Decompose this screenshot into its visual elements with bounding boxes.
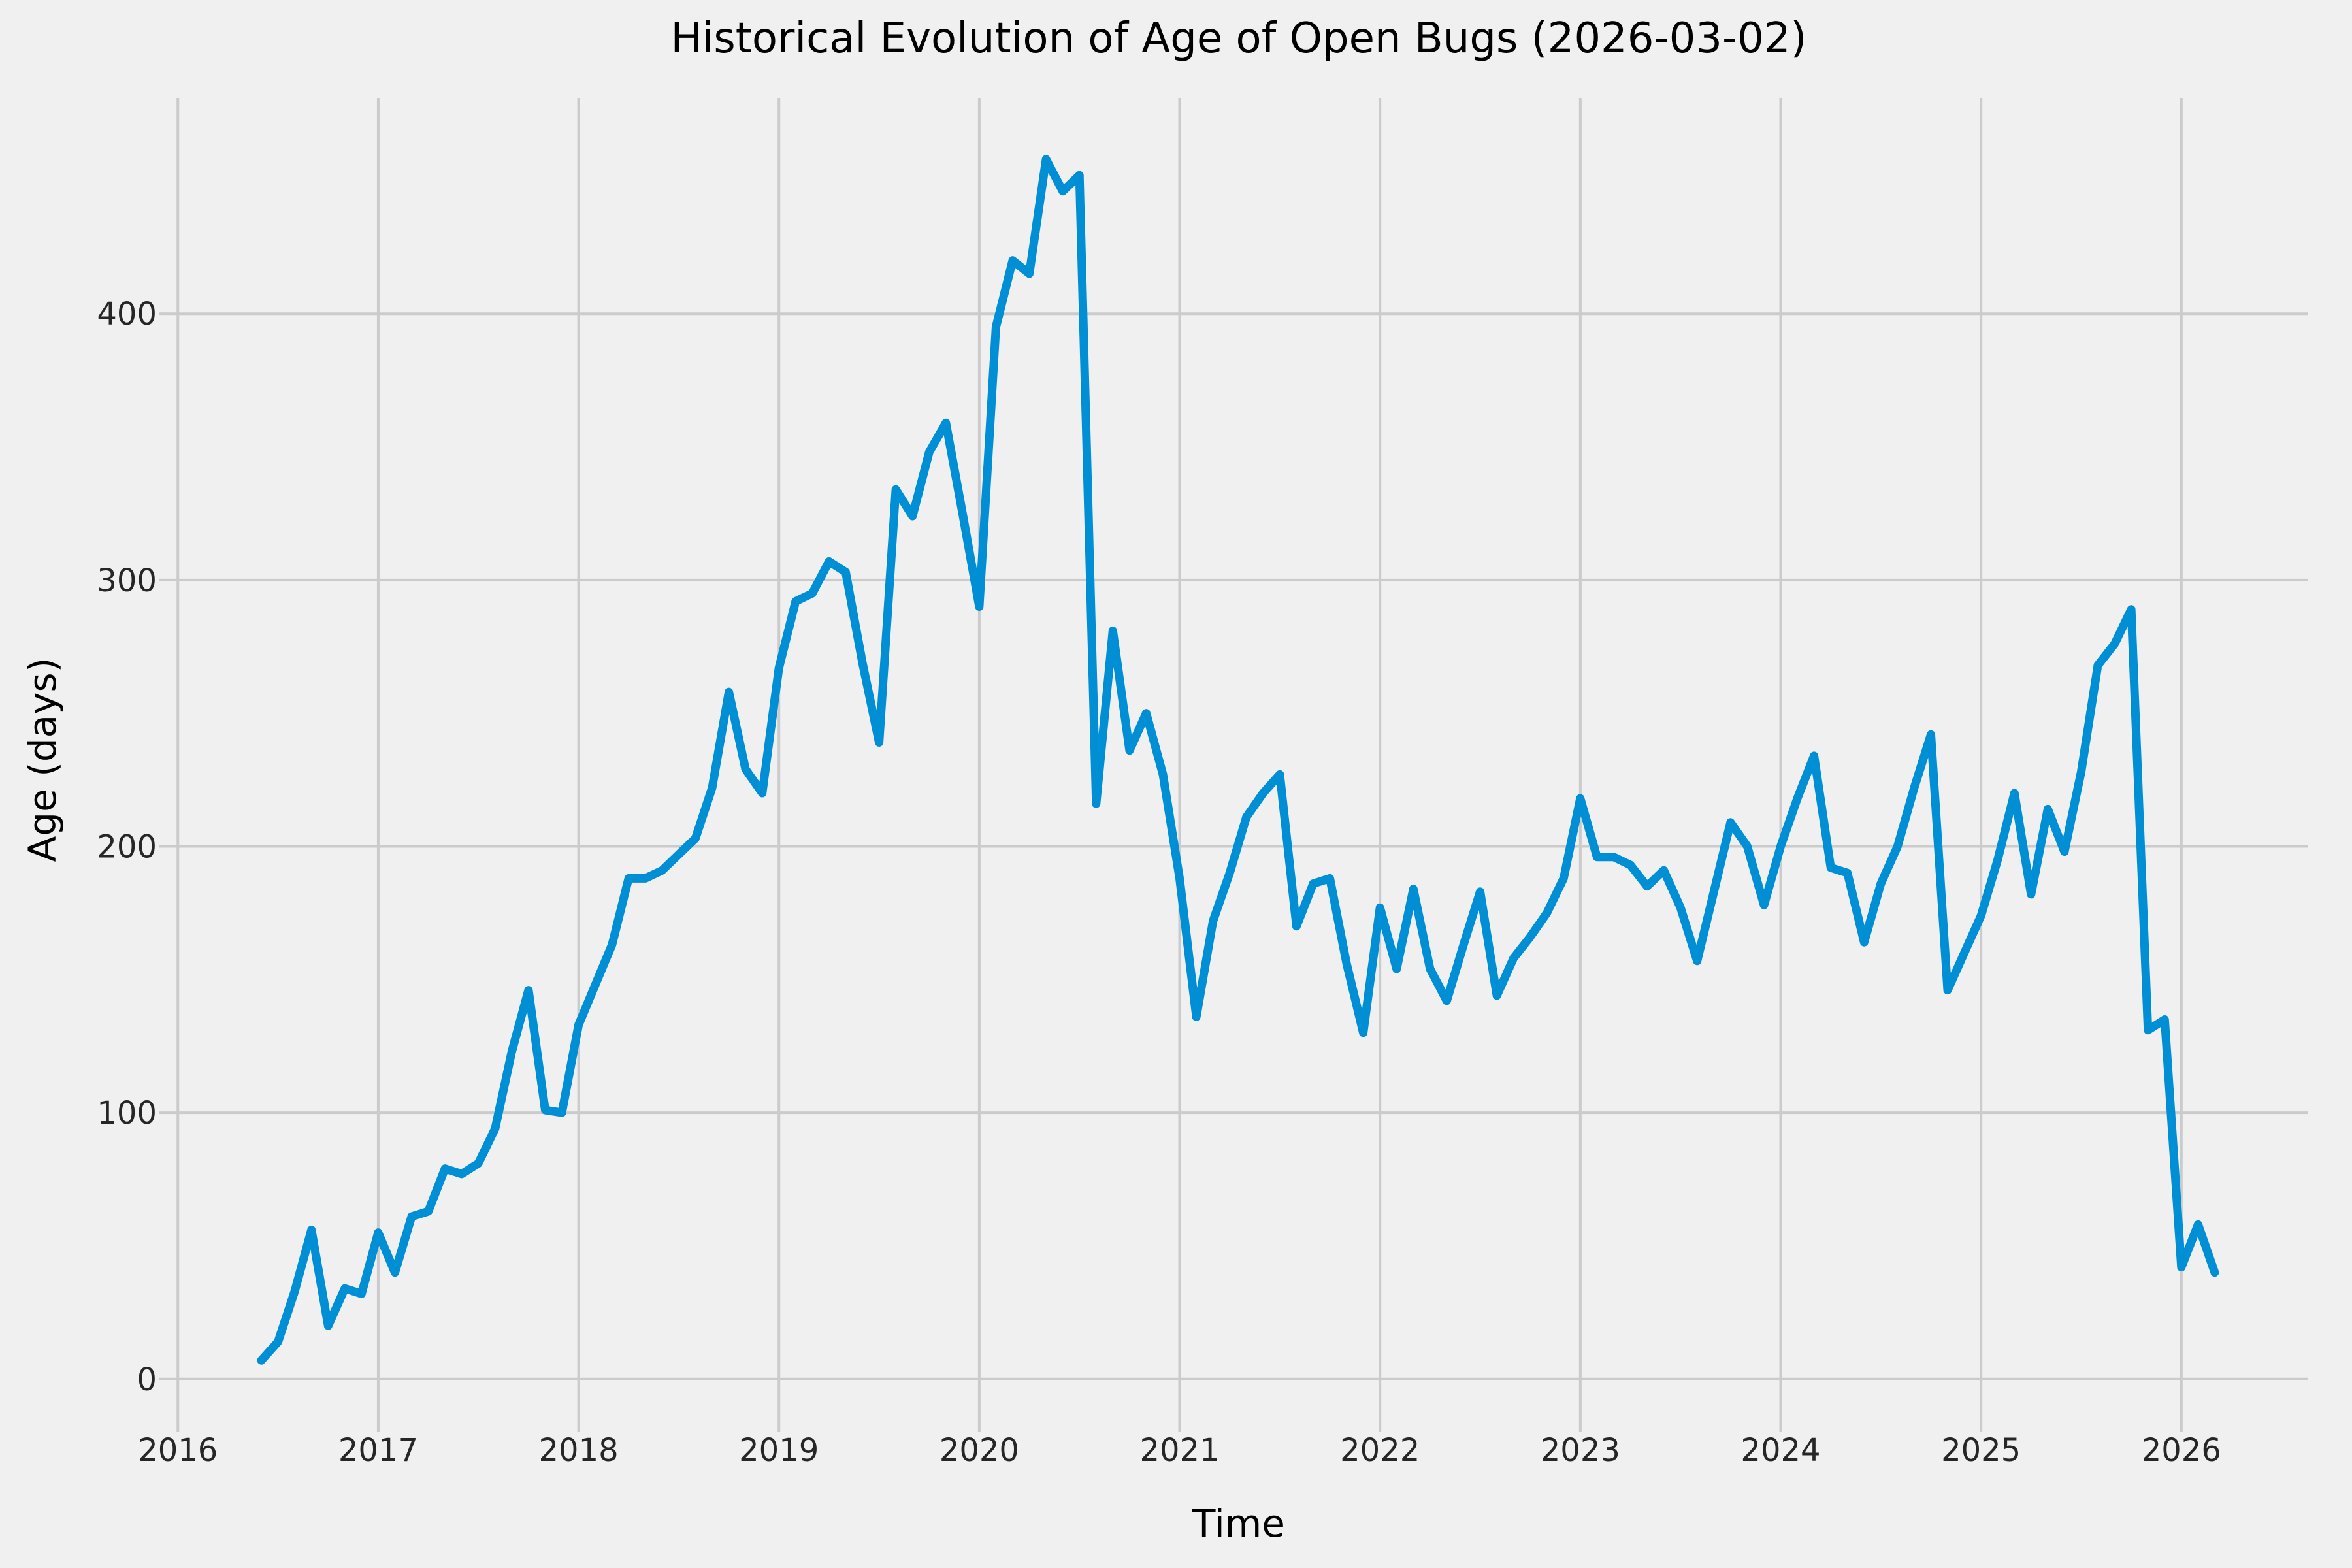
x-tick-label: 2026 — [2142, 1432, 2221, 1469]
x-tick-label: 2019 — [739, 1432, 819, 1469]
x-tick-label: 2021 — [1139, 1432, 1219, 1469]
gridlines-group — [159, 98, 2308, 1432]
x-tick-label: 2016 — [138, 1432, 218, 1469]
x-tick-label: 2023 — [1541, 1432, 1620, 1469]
y-tick-label: 300 — [97, 563, 157, 599]
x-tick-label: 2018 — [538, 1432, 618, 1469]
x-tick-label: 2020 — [939, 1432, 1019, 1469]
age-of-open-bugs-line — [257, 155, 2219, 1365]
tick-labels-group: 2016 2017 2018 2019 2020 2021 2022 2023 2024 2025… — [97, 296, 2221, 1469]
y-tick-label: 400 — [97, 296, 157, 333]
y-axis-label: Age (days) — [20, 658, 65, 862]
chart-title: Historical Evolution of Age of Open Bugs… — [671, 14, 1807, 63]
x-tick-label: 2017 — [338, 1432, 418, 1469]
x-axis-label: Time — [1192, 1501, 1285, 1546]
y-tick-label: 0 — [137, 1362, 157, 1398]
series-group — [257, 155, 2219, 1365]
x-tick-label: 2025 — [1941, 1432, 2021, 1469]
x-tick-label: 2024 — [1740, 1432, 1820, 1469]
x-tick-label: 2022 — [1340, 1432, 1420, 1469]
y-tick-label: 200 — [97, 828, 157, 865]
y-tick-label: 100 — [97, 1095, 157, 1132]
